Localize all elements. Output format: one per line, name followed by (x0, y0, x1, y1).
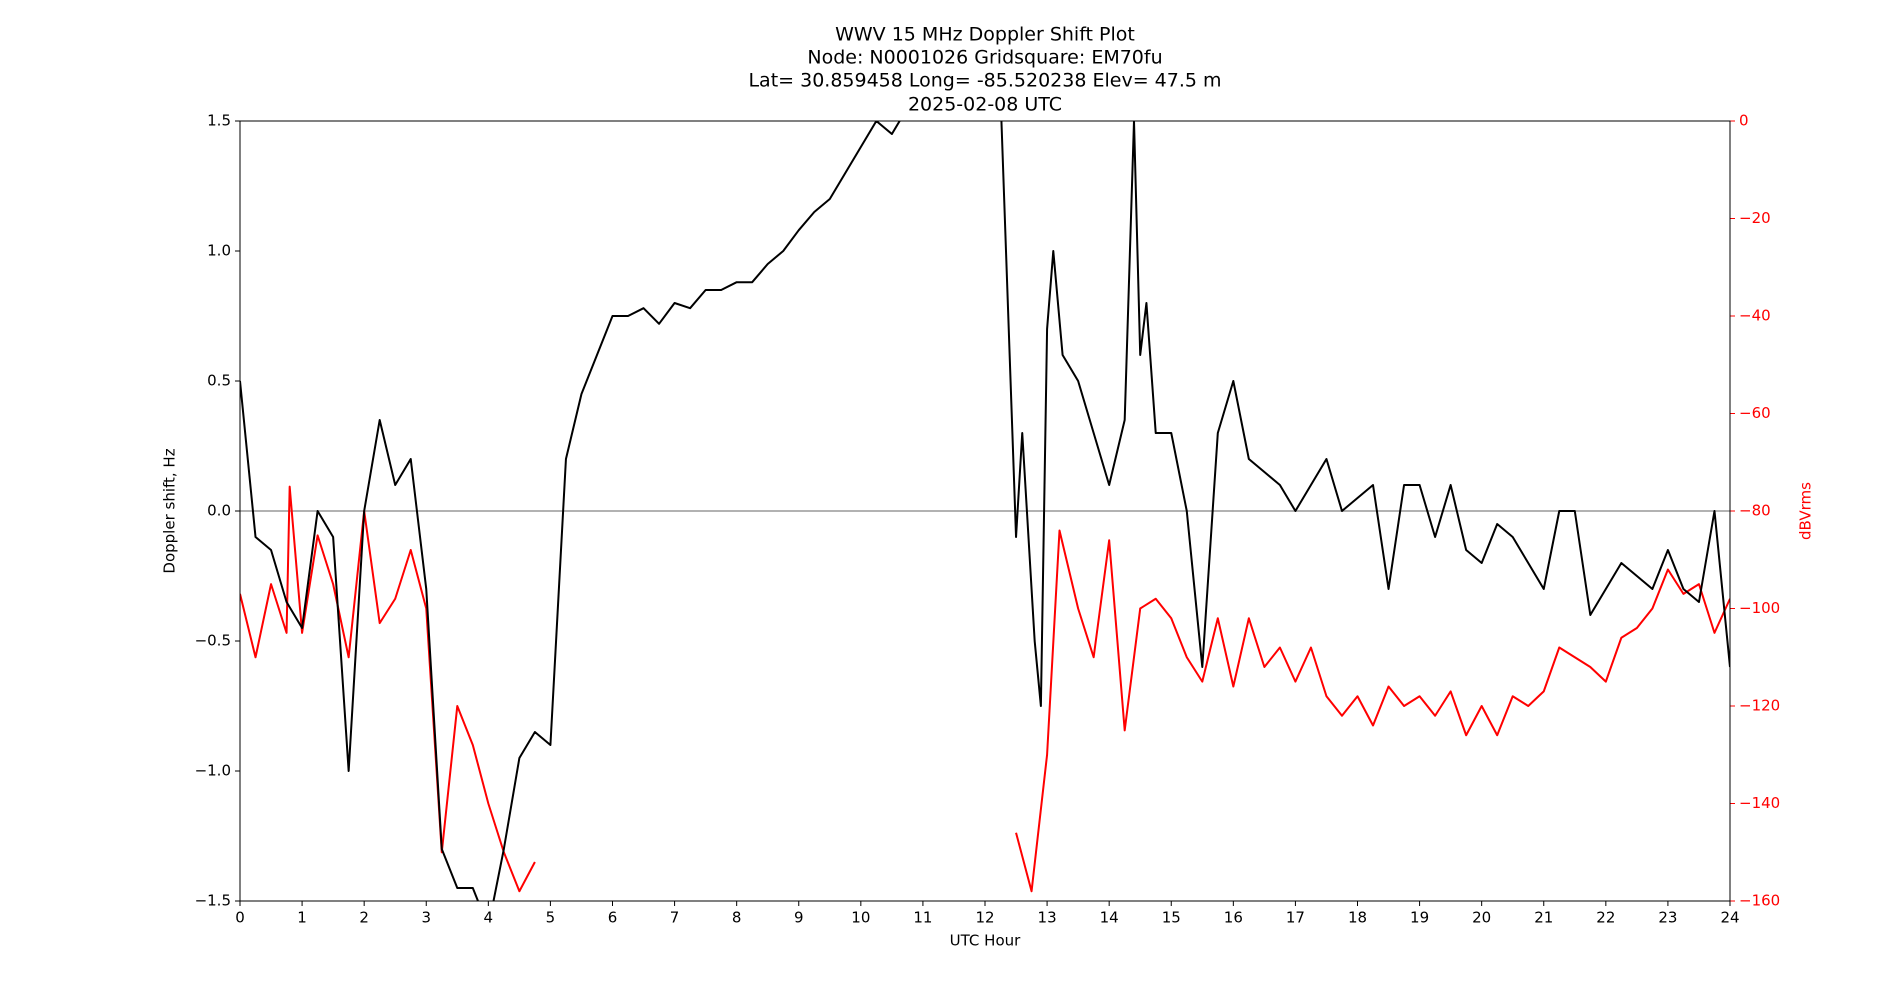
x-tick-label: 24 (1720, 909, 1739, 927)
x-tick-label: 7 (670, 909, 680, 927)
series-line (240, 485, 1730, 893)
x-tick-label: 10 (851, 909, 870, 927)
x-tick-label: 20 (1472, 909, 1491, 927)
x-tick-label: 0 (235, 909, 245, 927)
y-tick-label: 1.5 (207, 112, 231, 130)
x-tick-label: 6 (608, 909, 618, 927)
y2-tick-label: −20 (1739, 209, 1771, 227)
x-tick-label: 12 (975, 909, 994, 927)
x-tick-label: 19 (1410, 909, 1429, 927)
y2-axis-label: dBVrms (1797, 482, 1815, 540)
x-tick-label: 2 (359, 909, 369, 927)
x-axis-label: UTC Hour (950, 932, 1021, 950)
x-tick-label: 3 (421, 909, 431, 927)
x-tick-label: 15 (1162, 909, 1181, 927)
y-tick-label: −0.5 (195, 632, 231, 650)
x-tick-label: 17 (1286, 909, 1305, 927)
x-tick-label: 21 (1534, 909, 1553, 927)
x-tick-label: 23 (1658, 909, 1677, 927)
x-tick-label: 8 (732, 909, 742, 927)
y2-tick-label: −40 (1739, 307, 1771, 325)
x-tick-label: 22 (1596, 909, 1615, 927)
y-tick-label: 0.0 (207, 502, 231, 520)
series-line (240, 121, 1730, 901)
y2-tick-label: 0 (1739, 112, 1749, 130)
y2-tick-label: −80 (1739, 502, 1771, 520)
x-tick-label: 14 (1100, 909, 1119, 927)
x-tick-label: 13 (1038, 909, 1057, 927)
plot-area (240, 121, 1730, 901)
x-tick-label: 5 (546, 909, 556, 927)
y-tick-label: 1.0 (207, 242, 231, 260)
y-tick-label: −1.5 (195, 892, 231, 910)
y-tick-label: 0.5 (207, 372, 231, 390)
y-tick-label: −1.0 (195, 762, 231, 780)
y2-tick-label: −140 (1739, 794, 1780, 812)
x-tick-label: 18 (1348, 909, 1367, 927)
y2-tick-label: −160 (1739, 892, 1780, 910)
chart-title: WWV 15 MHz Doppler Shift Plot (835, 24, 1135, 46)
x-tick-label: 9 (794, 909, 804, 927)
y2-tick-label: −100 (1739, 599, 1780, 617)
x-tick-label: 16 (1224, 909, 1243, 927)
y-axis-label: Doppler shift, Hz (161, 448, 179, 573)
x-tick-label: 11 (913, 909, 932, 927)
y2-tick-label: −120 (1739, 697, 1780, 715)
chart-title: Lat= 30.859458 Long= -85.520238 Elev= 47… (748, 70, 1221, 92)
chart-title: 2025-02-08 UTC (908, 94, 1062, 116)
chart-title: Node: N0001026 Gridsquare: EM70fu (807, 47, 1162, 69)
x-tick-label: 1 (297, 909, 307, 927)
x-tick-label: 4 (484, 909, 494, 927)
y2-tick-label: −60 (1739, 404, 1771, 422)
plot-frame (239, 120, 1731, 902)
